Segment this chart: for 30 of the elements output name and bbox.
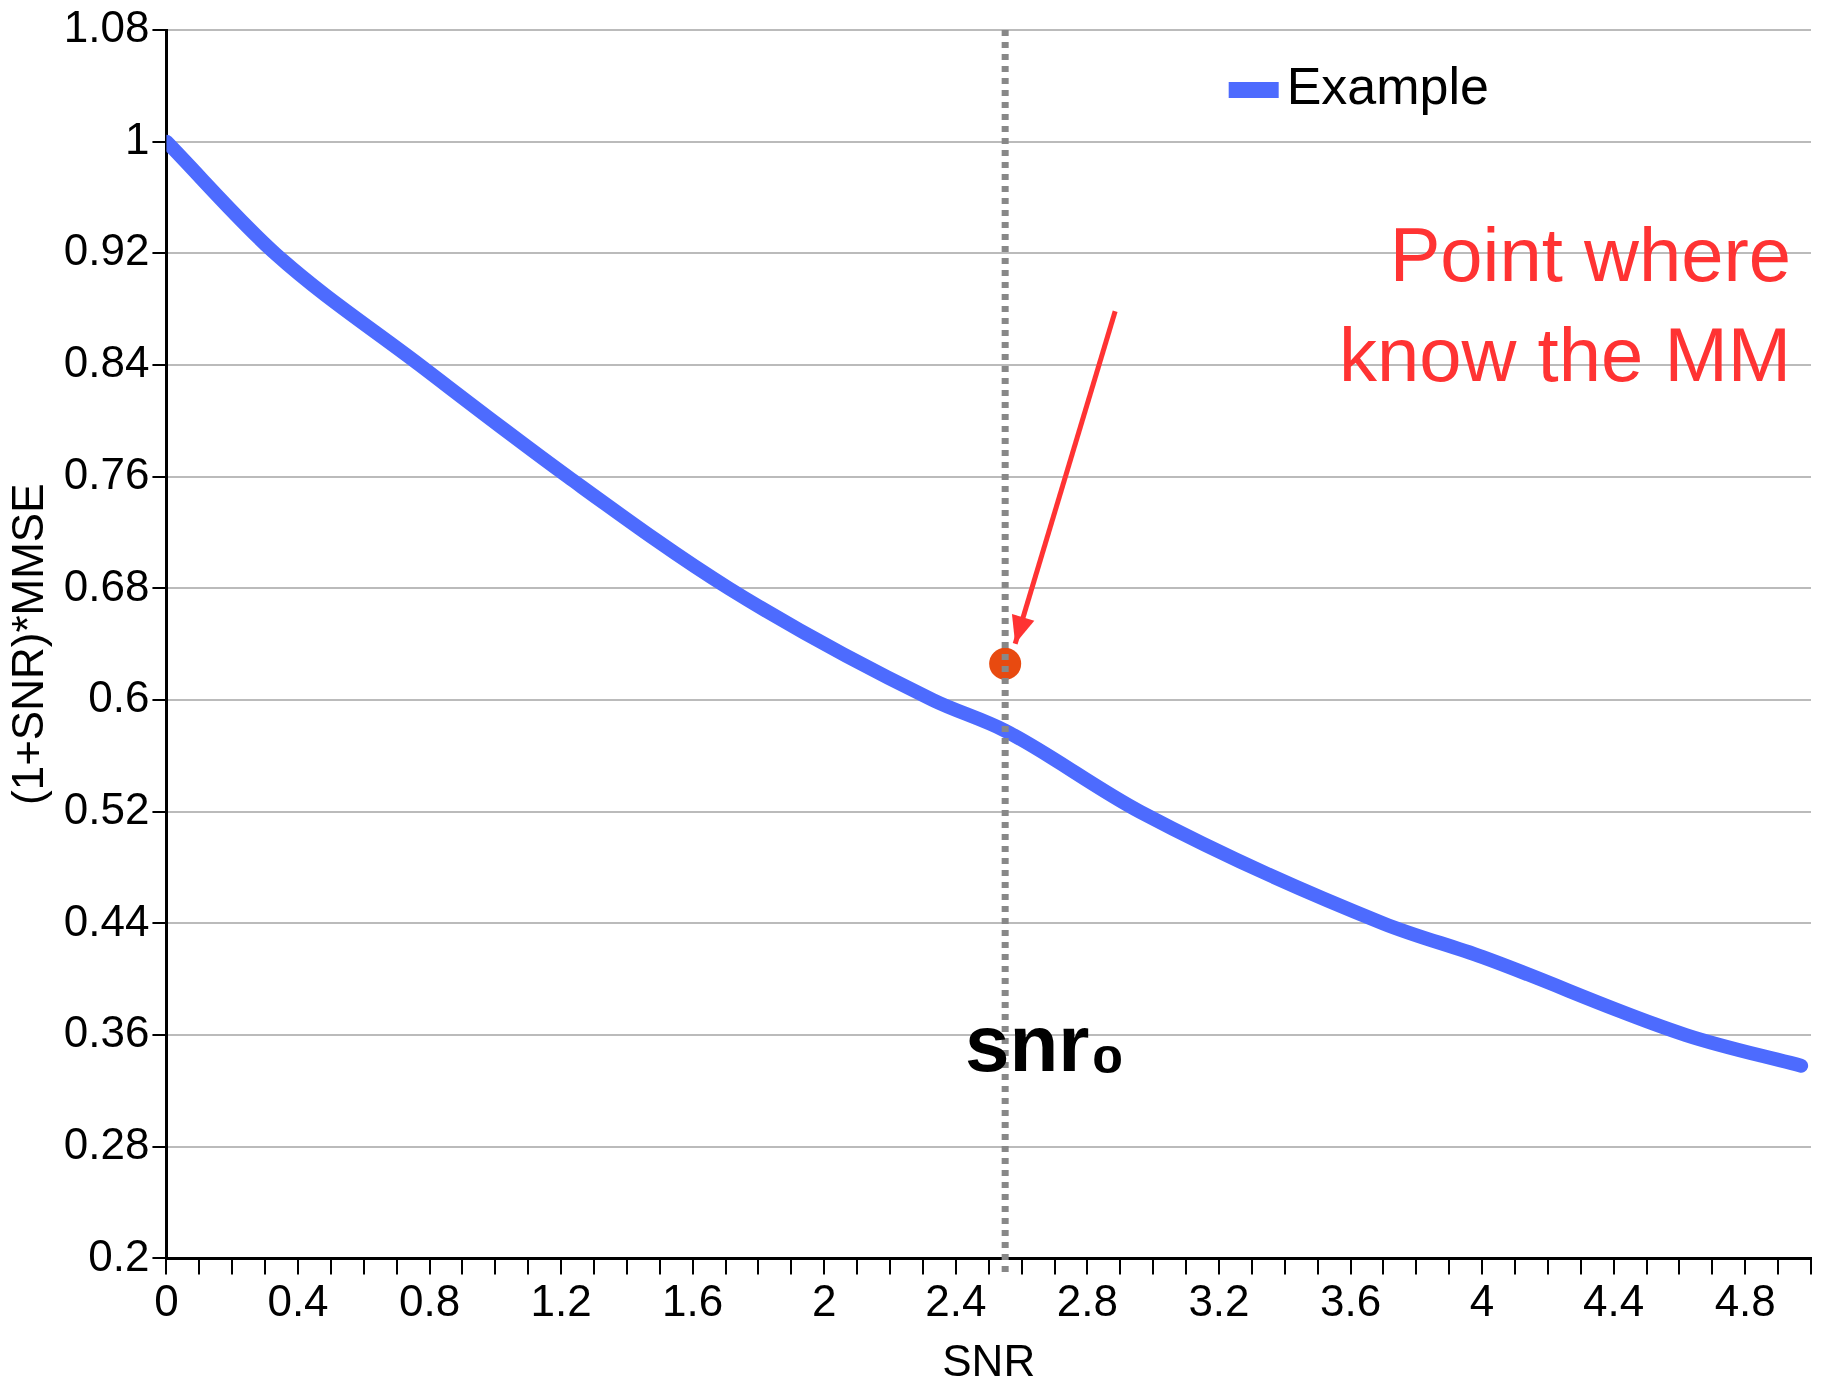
x-axis-title: SNR (942, 1335, 1036, 1385)
y-tick-label: 0.68 (63, 560, 150, 610)
y-tick-label: 0.92 (63, 225, 150, 275)
x-tick-label: 3.6 (1319, 1275, 1382, 1325)
legend-label: Example (1286, 57, 1489, 116)
x-tick-label: 4 (1469, 1275, 1495, 1325)
x-tick-label: 4.4 (1583, 1275, 1645, 1325)
y-tick-label: 0.36 (63, 1007, 150, 1057)
x-tick-label: 1.6 (662, 1275, 724, 1325)
y-tick-label: 0.6 (88, 672, 150, 722)
y-axis-title: (1+SNR)*MMSE (2, 483, 52, 805)
y-tick-label: 0.44 (63, 895, 150, 945)
annotation: Point where know the MM (1339, 212, 1791, 398)
y-tick-label: 0.2 (88, 1230, 150, 1280)
y-tick-label: 0.28 (63, 1118, 150, 1168)
y-tick-label: 1 (124, 113, 150, 163)
x-tick-label: 1.2 (530, 1275, 592, 1325)
y-tick-label: 0.84 (63, 337, 150, 387)
y-tick-label: 0.52 (63, 783, 150, 833)
y-tick-label: 1.08 (63, 2, 150, 52)
x-tick-label: 4.8 (1714, 1275, 1776, 1325)
x-tick-label: 2.8 (1056, 1275, 1118, 1325)
x-tick-label: 2 (812, 1275, 837, 1325)
x-tick-label: 2.4 (925, 1275, 987, 1325)
y-tick-label: 0.76 (63, 448, 150, 498)
x-tick-label: 0.4 (267, 1275, 329, 1325)
ref-line-label: snr₀ (964, 999, 1126, 1089)
x-tick-label: 3.2 (1188, 1275, 1250, 1325)
x-tick-label: 0.8 (398, 1275, 461, 1325)
x-tick-label: 0 (154, 1275, 179, 1325)
